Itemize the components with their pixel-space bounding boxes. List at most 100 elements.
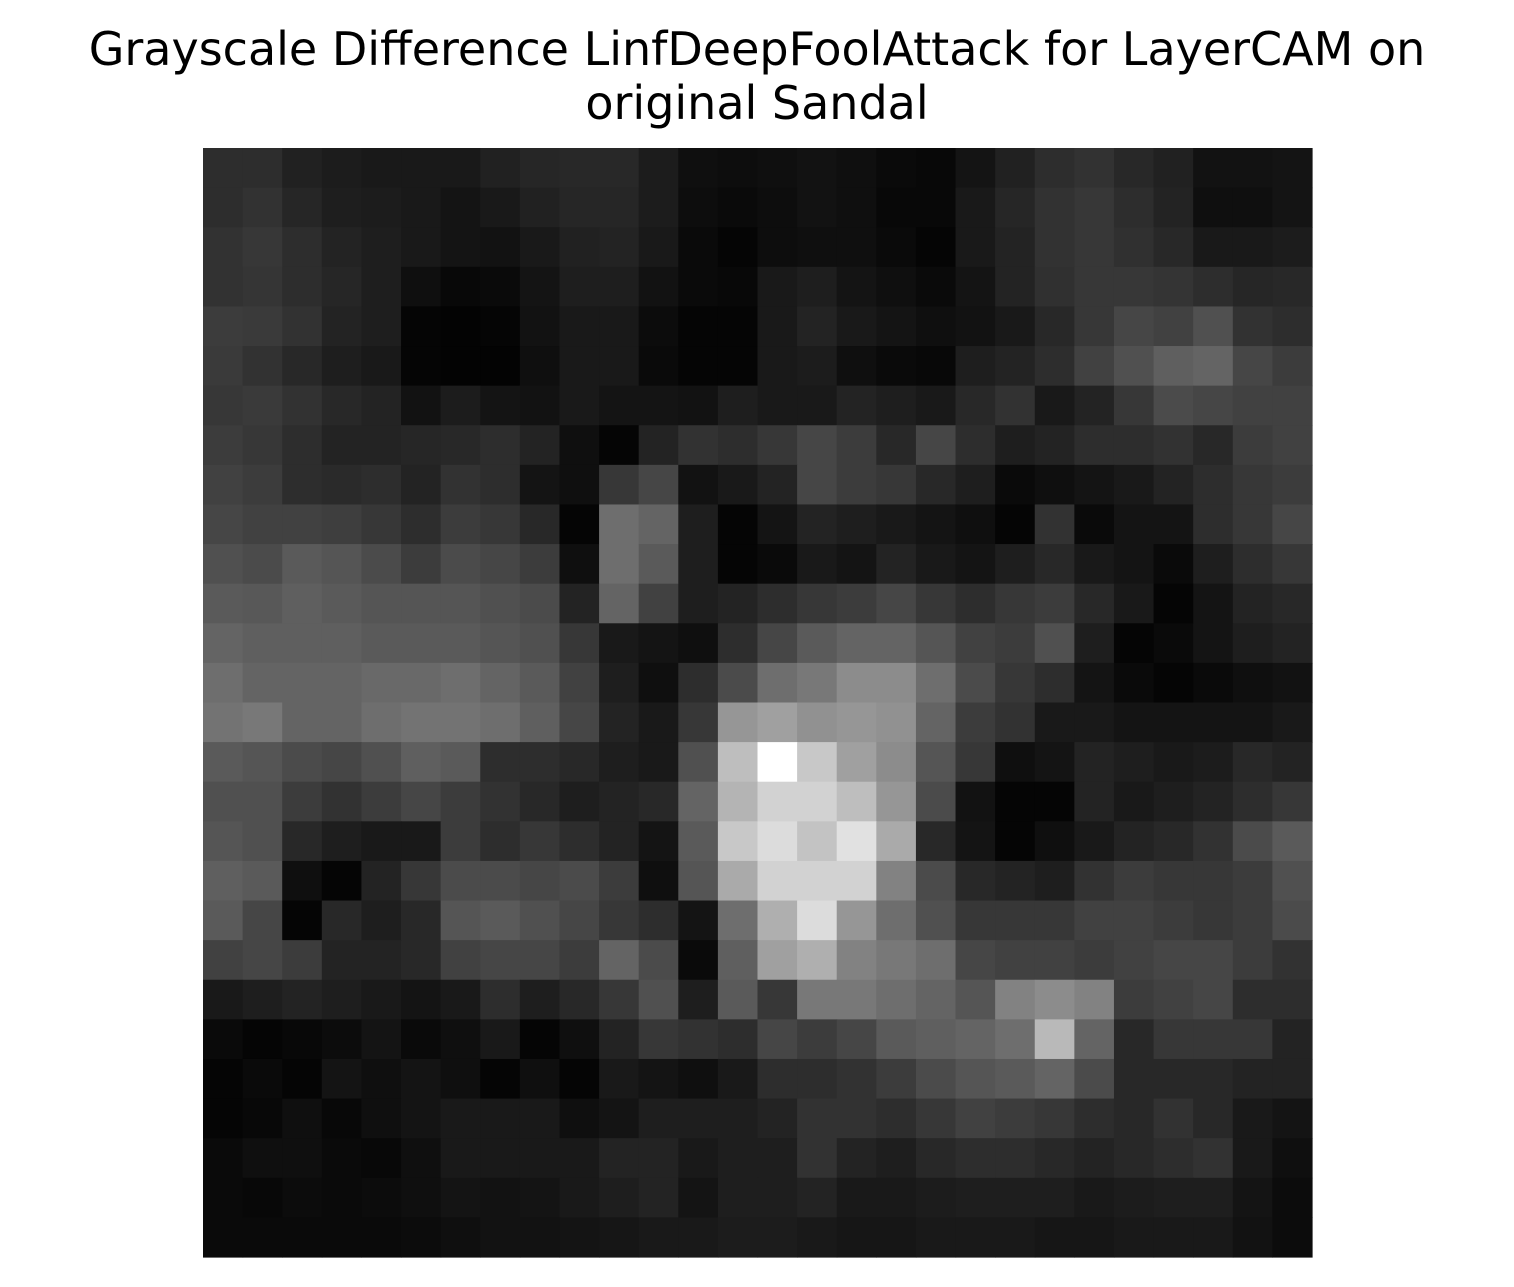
heatmap-cell	[757, 1217, 798, 1258]
heatmap-cell	[1153, 781, 1194, 822]
heatmap-cell	[203, 1058, 244, 1100]
heatmap-cell	[717, 781, 759, 822]
heatmap-cell	[1193, 702, 1234, 743]
heatmap-cell	[757, 900, 798, 941]
heatmap-cell	[1272, 821, 1313, 862]
heatmap-cell	[203, 583, 244, 624]
heatmap-cell	[242, 900, 283, 941]
heatmap-cell	[678, 1058, 719, 1100]
heatmap-cell	[321, 1019, 363, 1060]
heatmap-cell	[836, 266, 877, 308]
heatmap-cell	[203, 662, 244, 704]
heatmap-cell	[955, 148, 996, 189]
heatmap-cell	[361, 1098, 402, 1139]
heatmap-cell	[480, 544, 521, 585]
heatmap-cell	[401, 1217, 442, 1258]
heatmap-cell	[1034, 504, 1075, 545]
heatmap-cell	[1074, 702, 1115, 743]
heatmap-cell	[638, 346, 679, 387]
heatmap-cell	[955, 346, 996, 387]
heatmap-cell	[599, 1217, 640, 1258]
heatmap-cell	[717, 1058, 759, 1100]
heatmap-cell	[1113, 781, 1155, 822]
heatmap-cell	[638, 1217, 679, 1258]
heatmap-cell	[757, 464, 798, 506]
heatmap-cell	[678, 227, 719, 268]
heatmap-cell	[480, 266, 521, 308]
heatmap-cell	[1074, 1058, 1115, 1100]
heatmap-cell	[757, 781, 798, 822]
heatmap-cell	[361, 1058, 402, 1100]
heatmap-cell	[995, 1177, 1036, 1218]
heatmap-cell	[1272, 385, 1313, 426]
heatmap-cell	[1113, 1098, 1155, 1139]
heatmap-cell	[480, 781, 521, 822]
heatmap-cell	[678, 940, 719, 981]
heatmap-cell	[1272, 464, 1313, 506]
heatmap-cell	[599, 1098, 640, 1139]
heatmap-cell	[1272, 1019, 1313, 1060]
heatmap-cell	[361, 702, 402, 743]
heatmap-cell	[242, 306, 283, 347]
heatmap-cell	[282, 425, 323, 466]
heatmap-cell	[203, 385, 244, 426]
heatmap-cell	[401, 742, 442, 783]
heatmap-cell	[480, 1019, 521, 1060]
heatmap-cell	[440, 346, 481, 387]
heatmap-cell	[1034, 742, 1075, 783]
heatmap-cell	[1113, 940, 1155, 981]
heatmap-cell	[1272, 187, 1313, 228]
heatmap-cell	[915, 781, 957, 822]
heatmap-cell	[757, 306, 798, 347]
heatmap-cell	[1153, 227, 1194, 268]
heatmap-cell	[321, 306, 363, 347]
heatmap-cell	[1193, 504, 1234, 545]
heatmap-cell	[836, 742, 877, 783]
heatmap-cell	[1193, 187, 1234, 228]
heatmap-cell	[955, 187, 996, 228]
heatmap-cell	[1193, 583, 1234, 624]
heatmap-cell	[995, 187, 1036, 228]
heatmap-cell	[678, 821, 719, 862]
heatmap-cell	[361, 742, 402, 783]
heatmap-cell	[1153, 900, 1194, 941]
heatmap-cell	[361, 148, 402, 189]
heatmap-cell	[242, 187, 283, 228]
heatmap-cell	[321, 1138, 363, 1179]
heatmap-cell	[282, 1098, 323, 1139]
heatmap-cell	[361, 425, 402, 466]
heatmap-cell	[995, 821, 1036, 862]
heatmap-cell	[361, 940, 402, 981]
heatmap-cell	[599, 544, 640, 585]
heatmap-cell	[401, 979, 442, 1020]
heatmap-cell	[203, 544, 244, 585]
heatmap-cell	[995, 385, 1036, 426]
heatmap-cell	[995, 1217, 1036, 1258]
heatmap-cell	[995, 702, 1036, 743]
heatmap-cell	[836, 306, 877, 347]
heatmap-cell	[559, 504, 600, 545]
heatmap-cell	[1272, 306, 1313, 347]
heatmap-cell	[599, 504, 640, 545]
heatmap-cell	[401, 346, 442, 387]
heatmap-cell	[203, 900, 244, 941]
heatmap-cell	[876, 544, 917, 585]
heatmap-cell	[1232, 979, 1273, 1020]
heatmap-cell	[1113, 900, 1155, 941]
heatmap-cell	[361, 544, 402, 585]
heatmap-cell	[480, 306, 521, 347]
heatmap-cell	[282, 464, 323, 506]
heatmap-cell	[836, 1019, 877, 1060]
heatmap-cell	[599, 306, 640, 347]
heatmap-cell	[717, 860, 759, 902]
heatmap-cell	[1034, 623, 1075, 664]
heatmap-cell	[519, 1138, 561, 1179]
heatmap-cell	[1074, 940, 1115, 981]
heatmap-cell	[1113, 266, 1155, 308]
heatmap-cell	[1232, 1217, 1273, 1258]
heatmap-cell	[915, 742, 957, 783]
chart-title: Grayscale Difference LinfDeepFoolAttack …	[0, 22, 1514, 130]
heatmap-cell	[242, 1058, 283, 1100]
heatmap-cell	[1153, 1177, 1194, 1218]
heatmap-cell	[480, 227, 521, 268]
